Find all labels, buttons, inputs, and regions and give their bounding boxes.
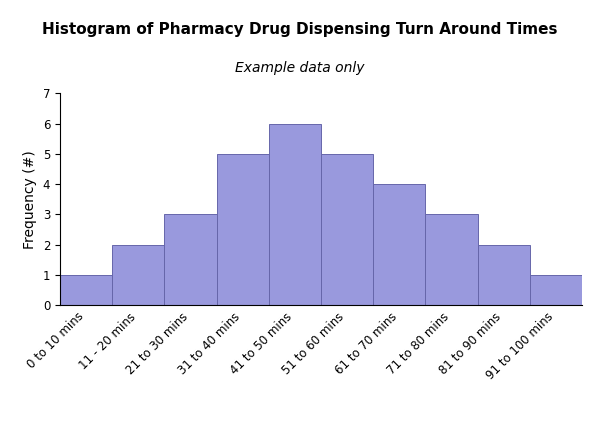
Bar xyxy=(478,245,530,305)
Text: Histogram of Pharmacy Drug Dispensing Turn Around Times: Histogram of Pharmacy Drug Dispensing Tu… xyxy=(42,22,558,37)
Bar xyxy=(112,245,164,305)
Bar xyxy=(60,275,112,305)
Bar xyxy=(373,184,425,305)
Text: Example data only: Example data only xyxy=(235,61,365,75)
Bar xyxy=(164,215,217,305)
Bar xyxy=(425,215,478,305)
Bar xyxy=(530,275,582,305)
Bar xyxy=(269,123,321,305)
Y-axis label: Frequency (#): Frequency (#) xyxy=(23,150,37,248)
Bar xyxy=(217,154,269,305)
Bar xyxy=(321,154,373,305)
